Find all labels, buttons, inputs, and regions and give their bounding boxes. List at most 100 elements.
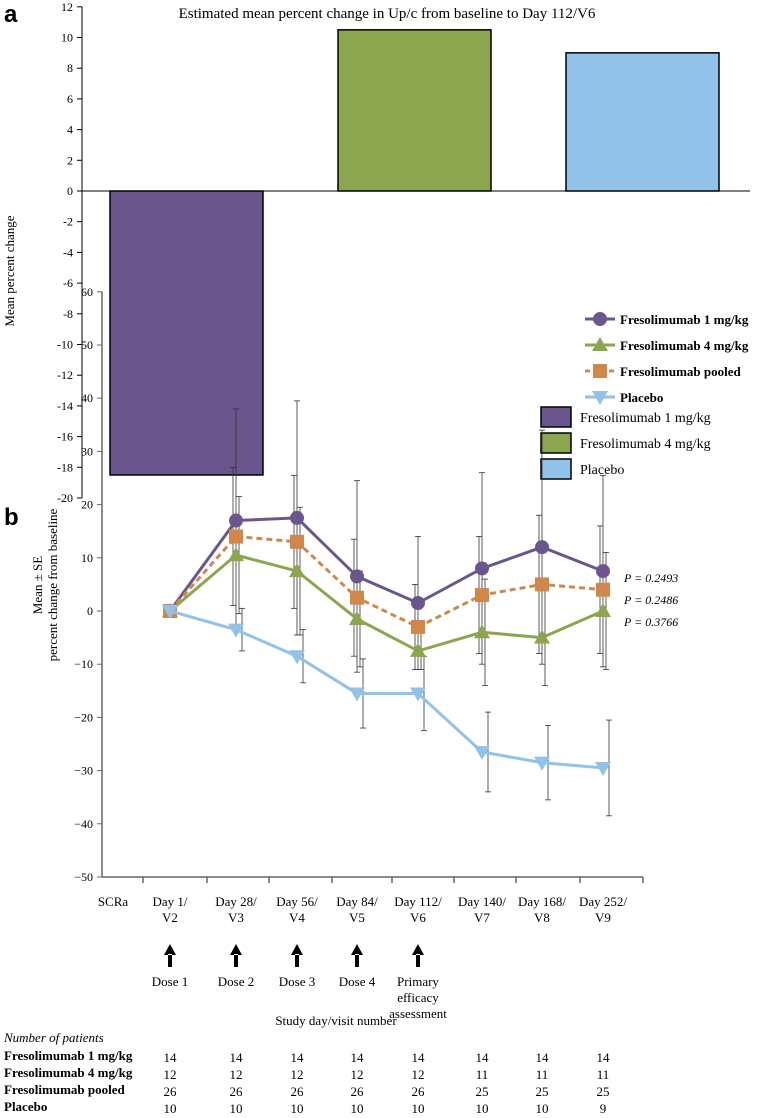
table-cell: 26 bbox=[291, 1084, 305, 1099]
data-point bbox=[290, 510, 304, 525]
data-point bbox=[228, 623, 244, 638]
y-tick-label: -4 bbox=[63, 245, 73, 259]
bar bbox=[109, 190, 264, 476]
table-cell: 12 bbox=[164, 1067, 177, 1082]
y-tick-label: 60 bbox=[81, 285, 93, 299]
y-tick-label: 4 bbox=[67, 123, 73, 137]
x-tick-label: Day 56/ bbox=[276, 894, 318, 909]
legend-label: Fresolimumab 1 mg/kg bbox=[580, 411, 711, 426]
data-point bbox=[289, 650, 305, 665]
table-row-label: Fresolimumab 1 mg/kg bbox=[4, 1048, 133, 1063]
data-point bbox=[410, 687, 426, 702]
legend-label: Fresolimumab pooled bbox=[620, 364, 742, 379]
data-point bbox=[228, 547, 244, 562]
table-cell: 10 bbox=[476, 1101, 489, 1116]
table-cell: 10 bbox=[230, 1101, 243, 1116]
table-cell: 11 bbox=[597, 1067, 610, 1082]
data-point bbox=[535, 577, 549, 592]
y-tick-label: 0 bbox=[67, 184, 73, 198]
dose-annotation: Dose 1 bbox=[152, 974, 188, 989]
table-cell: 14 bbox=[476, 1050, 490, 1065]
y-tick-label: -14 bbox=[57, 399, 73, 413]
data-point bbox=[475, 588, 489, 603]
table-cell: 14 bbox=[351, 1050, 365, 1065]
y-tick-label: −10 bbox=[74, 657, 93, 671]
y-tick-label: 30 bbox=[81, 444, 93, 458]
y-tick-label: 10 bbox=[61, 31, 73, 45]
series-line bbox=[169, 609, 604, 770]
y-tick-label: −20 bbox=[74, 710, 93, 724]
y-tick-label: 6 bbox=[67, 92, 73, 106]
legend-marker bbox=[592, 337, 608, 351]
table-cell: 11 bbox=[536, 1067, 549, 1082]
x-tick-label: SCRa bbox=[98, 894, 129, 909]
table-cell: 10 bbox=[536, 1101, 549, 1116]
x-tick-label: Day 1/ bbox=[152, 894, 187, 909]
bar bbox=[565, 52, 720, 192]
y-tick-label: -6 bbox=[63, 276, 73, 290]
y-tick-label: −50 bbox=[74, 870, 93, 884]
dose-annotation: Dose 4 bbox=[339, 974, 376, 989]
data-point bbox=[534, 629, 550, 644]
x-tick-label: V9 bbox=[595, 910, 611, 925]
data-point bbox=[229, 513, 243, 528]
y-tick-label: −40 bbox=[74, 817, 93, 831]
x-tick-label: Day 84/ bbox=[336, 894, 378, 909]
data-point bbox=[350, 569, 364, 584]
x-tick-label: V6 bbox=[410, 910, 426, 925]
x-tick-label: V8 bbox=[534, 910, 550, 925]
table-cell: 12 bbox=[230, 1067, 243, 1082]
data-point bbox=[290, 534, 304, 549]
dose-annotation: assessment bbox=[389, 1006, 447, 1021]
table-cell: 25 bbox=[476, 1084, 489, 1099]
data-point bbox=[534, 756, 550, 771]
x-tick-label: V3 bbox=[228, 910, 244, 925]
y-tick-label: -18 bbox=[57, 460, 73, 474]
table-cell: 10 bbox=[412, 1101, 425, 1116]
data-point bbox=[535, 540, 549, 555]
data-point bbox=[474, 624, 490, 639]
table-cell: 9 bbox=[600, 1101, 607, 1116]
data-point bbox=[162, 605, 178, 619]
table-cell: 14 bbox=[291, 1050, 305, 1065]
panel-b-ylabel-2: percent change from baseline bbox=[45, 508, 60, 661]
legend-marker bbox=[593, 364, 607, 378]
p-value: P = 0.2493 bbox=[623, 571, 678, 585]
table-cell: 10 bbox=[291, 1101, 304, 1116]
panel-a-ylabel: Mean percent change bbox=[2, 215, 17, 326]
data-point bbox=[410, 642, 426, 657]
arrow-up-icon bbox=[412, 944, 424, 967]
data-point bbox=[349, 687, 365, 702]
data-point bbox=[411, 619, 425, 634]
table-cell: 10 bbox=[164, 1101, 177, 1116]
data-point bbox=[350, 590, 364, 605]
arrow-up-icon bbox=[351, 944, 363, 967]
x-tick-label: Day 140/ bbox=[458, 894, 506, 909]
bar bbox=[337, 29, 492, 192]
legend-label: Fresolimumab 1 mg/kg bbox=[620, 312, 749, 327]
x-tick-label: Day 112/ bbox=[394, 894, 442, 909]
table-cell: 10 bbox=[351, 1101, 364, 1116]
legend-label: Fresolimumab 4 mg/kg bbox=[620, 338, 749, 353]
x-tick-label: V4 bbox=[289, 910, 305, 925]
table-title: Number of patients bbox=[3, 1030, 104, 1045]
table-row-label: Fresolimumab 4 mg/kg bbox=[4, 1065, 133, 1080]
table-cell: 14 bbox=[230, 1050, 244, 1065]
x-tick-label: Day 28/ bbox=[215, 894, 257, 909]
data-point bbox=[475, 561, 489, 576]
dose-annotation: efficacy bbox=[397, 990, 439, 1005]
legend-swatch bbox=[540, 432, 572, 454]
dose-annotation: Dose 3 bbox=[279, 974, 315, 989]
legend-swatch bbox=[540, 458, 572, 480]
legend-label: Placebo bbox=[620, 390, 663, 405]
y-tick-label: 40 bbox=[81, 391, 93, 405]
panel-b-ylabel-1: Mean ± SE bbox=[30, 556, 45, 614]
arrow-up-icon bbox=[291, 944, 303, 967]
data-point bbox=[229, 529, 243, 544]
panel-a-title: Estimated mean percent change in Up/c fr… bbox=[179, 6, 596, 22]
table-cell: 26 bbox=[351, 1084, 365, 1099]
x-tick-label: Day 168/ bbox=[518, 894, 566, 909]
legend-label: Placebo bbox=[580, 463, 624, 478]
table-cell: 25 bbox=[597, 1084, 610, 1099]
table-cell: 25 bbox=[536, 1084, 549, 1099]
